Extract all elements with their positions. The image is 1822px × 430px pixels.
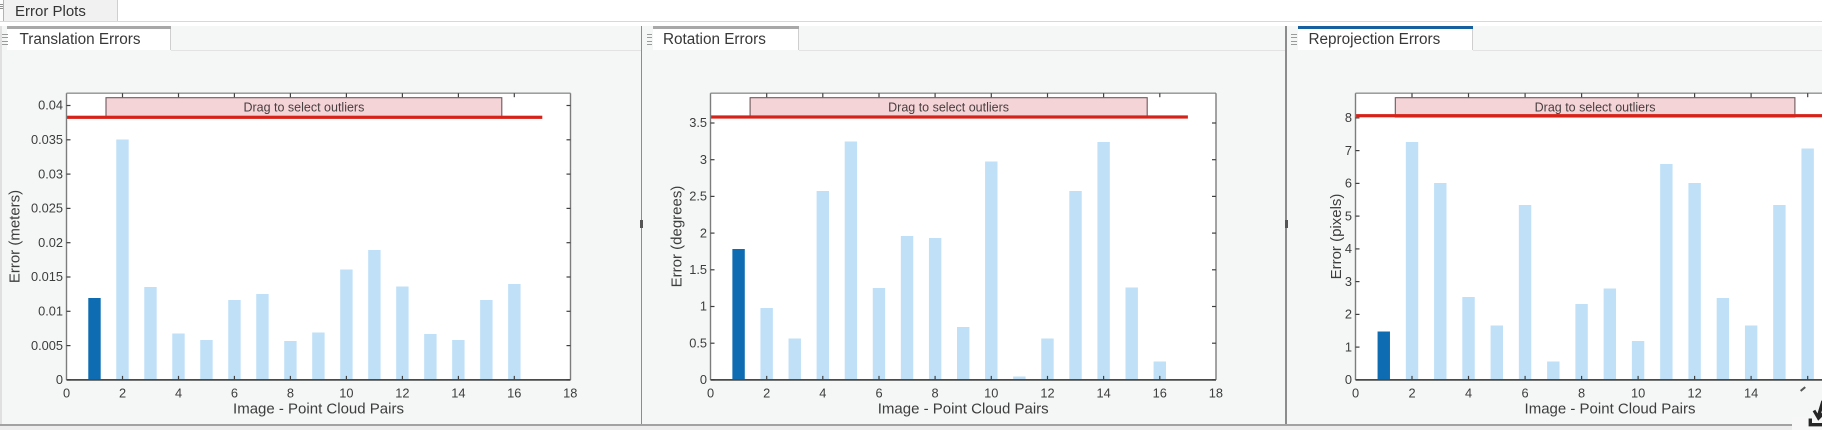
svg-text:Error (meters): Error (meters)	[7, 190, 24, 283]
svg-text:10: 10	[984, 386, 998, 401]
svg-text:2: 2	[700, 225, 707, 240]
svg-text:6: 6	[1344, 176, 1351, 191]
svg-text:0: 0	[700, 372, 707, 387]
svg-text:8: 8	[1344, 110, 1351, 125]
svg-text:8: 8	[287, 386, 294, 401]
svg-text:14: 14	[451, 386, 465, 401]
svg-text:0.01: 0.01	[38, 304, 63, 319]
svg-text:16: 16	[1153, 386, 1167, 401]
svg-text:12: 12	[1040, 386, 1054, 401]
svg-text:6: 6	[1521, 386, 1528, 401]
svg-text:Image - Point Cloud Pairs: Image - Point Cloud Pairs	[233, 401, 404, 418]
svg-text:10: 10	[339, 386, 353, 401]
svg-text:12: 12	[395, 386, 409, 401]
svg-text:Drag to select outliers: Drag to select outliers	[1534, 101, 1655, 115]
svg-text:6: 6	[875, 386, 882, 401]
svg-text:2: 2	[763, 386, 770, 401]
svg-text:8: 8	[1578, 386, 1585, 401]
svg-text:8: 8	[932, 386, 939, 401]
svg-text:0.015: 0.015	[31, 269, 63, 284]
svg-text:6: 6	[231, 386, 238, 401]
svg-text:0.005: 0.005	[31, 338, 63, 353]
svg-text:0: 0	[707, 386, 714, 401]
svg-text:18: 18	[563, 386, 577, 401]
svg-text:16: 16	[507, 386, 521, 401]
svg-text:0.03: 0.03	[38, 166, 63, 181]
svg-text:0: 0	[63, 386, 70, 401]
svg-text:14: 14	[1743, 386, 1757, 401]
svg-text:4: 4	[175, 386, 182, 401]
svg-text:12: 12	[1687, 386, 1701, 401]
svg-text:1: 1	[1344, 339, 1351, 354]
svg-text:3.5: 3.5	[689, 115, 707, 130]
svg-text:0.5: 0.5	[689, 335, 707, 350]
svg-text:2: 2	[119, 386, 126, 401]
svg-text:0.035: 0.035	[31, 132, 63, 147]
svg-text:Image - Point Cloud Pairs: Image - Point Cloud Pairs	[1524, 401, 1695, 418]
svg-text:Drag to select outliers: Drag to select outliers	[888, 101, 1009, 115]
svg-text:4: 4	[1344, 241, 1351, 256]
svg-text:5: 5	[1344, 208, 1351, 223]
svg-text:3: 3	[700, 152, 707, 167]
svg-text:2.5: 2.5	[689, 189, 707, 204]
svg-text:2: 2	[1344, 307, 1351, 322]
svg-text:7: 7	[1344, 143, 1351, 158]
svg-text:10: 10	[1630, 386, 1644, 401]
svg-text:0.04: 0.04	[38, 98, 63, 113]
svg-text:2: 2	[1408, 386, 1415, 401]
svg-text:0.025: 0.025	[31, 201, 63, 216]
svg-text:14: 14	[1096, 386, 1110, 401]
svg-text:18: 18	[1209, 386, 1223, 401]
svg-text:Image - Point Cloud Pairs: Image - Point Cloud Pairs	[878, 401, 1049, 418]
svg-text:3: 3	[1344, 274, 1351, 289]
svg-text:0: 0	[1351, 386, 1358, 401]
svg-text:0: 0	[56, 372, 63, 387]
svg-text:4: 4	[819, 386, 826, 401]
svg-text:1.5: 1.5	[689, 262, 707, 277]
svg-text:1: 1	[700, 299, 707, 314]
svg-text:Error (pixels): Error (pixels)	[1328, 194, 1345, 280]
svg-text:4: 4	[1464, 386, 1471, 401]
svg-text:Error (degrees): Error (degrees)	[669, 186, 686, 288]
svg-text:0: 0	[1344, 372, 1351, 387]
svg-text:Drag to select outliers: Drag to select outliers	[243, 101, 364, 115]
svg-text:0.02: 0.02	[38, 235, 63, 250]
